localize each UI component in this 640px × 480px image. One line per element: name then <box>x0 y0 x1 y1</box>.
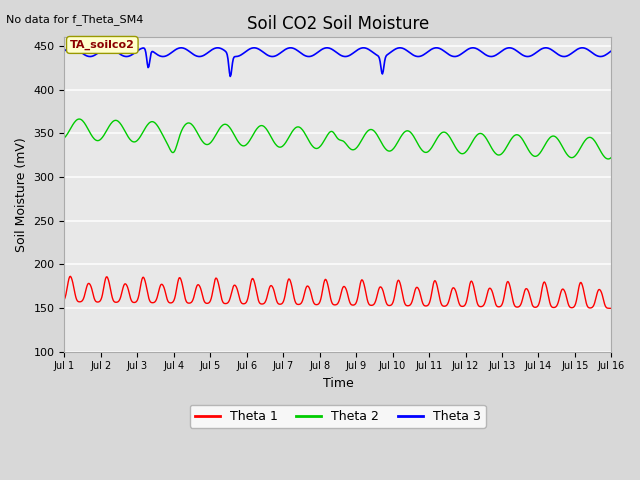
Theta 3 <box>421 51 429 57</box>
Title: Soil CO2 Soil Moisture: Soil CO2 Soil Moisture <box>247 15 429 33</box>
Theta 1 <box>607 305 615 311</box>
Theta 3 <box>607 48 615 54</box>
Theta 1 <box>127 298 135 303</box>
X-axis label: Time: Time <box>323 377 353 390</box>
Theta 3 <box>211 45 219 51</box>
Theta 2 <box>405 128 413 134</box>
Theta 1 <box>67 274 74 279</box>
Theta 2 <box>607 155 615 160</box>
Theta 2 <box>212 132 220 138</box>
Theta 2 <box>605 156 612 162</box>
Text: No data for f_Theta_SM4: No data for f_Theta_SM4 <box>6 14 144 25</box>
Theta 2 <box>183 120 191 126</box>
Legend: Theta 1, Theta 2, Theta 3: Theta 1, Theta 2, Theta 3 <box>190 405 486 428</box>
Line: Theta 2: Theta 2 <box>65 119 611 159</box>
Text: TA_soilco2: TA_soilco2 <box>70 40 135 50</box>
Line: Theta 1: Theta 1 <box>65 276 611 308</box>
Theta 1 <box>71 291 79 297</box>
Theta 3 <box>227 73 234 79</box>
Theta 3 <box>70 45 78 51</box>
Y-axis label: Soil Moisture (mV): Soil Moisture (mV) <box>15 137 28 252</box>
Theta 3 <box>433 45 440 51</box>
Theta 2 <box>75 116 83 122</box>
Theta 1 <box>421 303 429 309</box>
Theta 2 <box>70 120 78 125</box>
Theta 2 <box>127 138 135 144</box>
Theta 3 <box>61 48 68 54</box>
Theta 1 <box>212 275 220 281</box>
Theta 2 <box>61 135 68 141</box>
Theta 2 <box>421 149 429 155</box>
Theta 1 <box>183 300 191 305</box>
Theta 3 <box>182 47 190 52</box>
Theta 1 <box>405 303 413 309</box>
Theta 3 <box>127 53 134 59</box>
Line: Theta 3: Theta 3 <box>65 48 611 76</box>
Theta 3 <box>405 49 413 55</box>
Theta 1 <box>61 297 68 302</box>
